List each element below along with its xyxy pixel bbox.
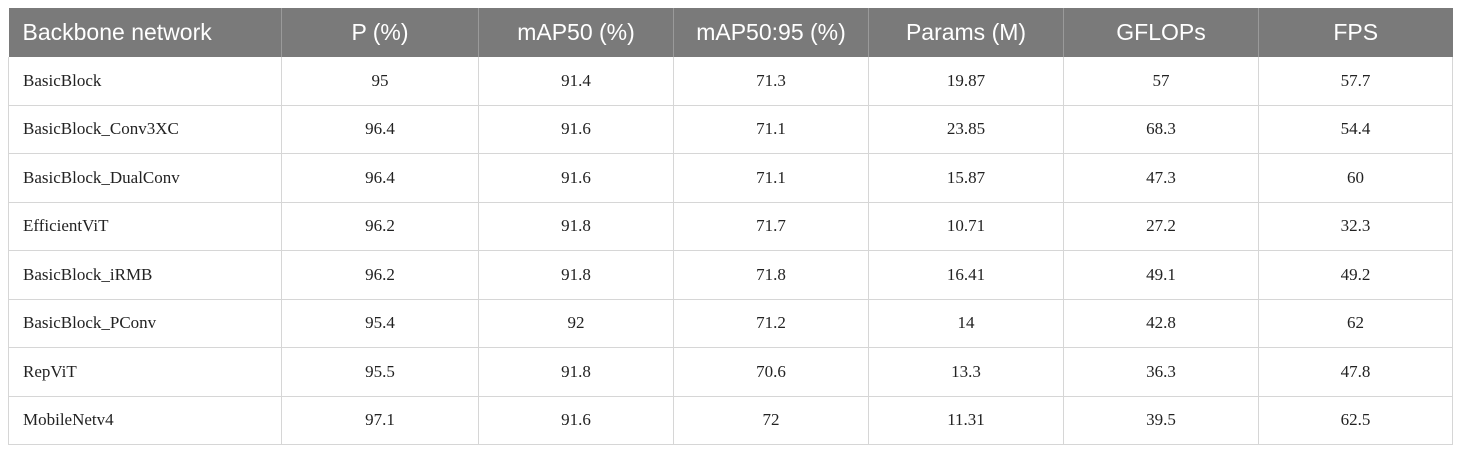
table-row: EfficientViT 96.2 91.8 71.7 10.71 27.2 3… — [8, 202, 1453, 251]
cell-fps: 47.8 — [1258, 347, 1453, 397]
header-backbone-network: Backbone network — [8, 8, 282, 57]
table-row: RepViT 95.5 91.8 70.6 13.3 36.3 47.8 — [8, 347, 1453, 397]
cell-precision: 95.5 — [281, 347, 479, 397]
cell-backbone: EfficientViT — [8, 202, 282, 251]
cell-backbone: BasicBlock_PConv — [8, 299, 282, 348]
cell-fps: 32.3 — [1258, 202, 1453, 251]
header-gflops: GFLOPs — [1063, 8, 1259, 57]
header-params: Params (M) — [868, 8, 1064, 57]
header-map50: mAP50 (%) — [478, 8, 674, 57]
cell-gflops: 47.3 — [1063, 153, 1259, 203]
cell-precision: 97.1 — [281, 396, 479, 445]
cell-map50: 91.8 — [478, 202, 674, 251]
cell-gflops: 42.8 — [1063, 299, 1259, 348]
cell-params: 23.85 — [868, 105, 1064, 154]
cell-fps: 49.2 — [1258, 250, 1453, 300]
table-body: BasicBlock 95 91.4 71.3 19.87 57 57.7 Ba… — [8, 57, 1453, 445]
cell-fps: 57.7 — [1258, 57, 1453, 106]
cell-backbone: BasicBlock — [8, 57, 282, 106]
table-row: BasicBlock_PConv 95.4 92 71.2 14 42.8 62 — [8, 299, 1453, 348]
cell-params: 13.3 — [868, 347, 1064, 397]
cell-gflops: 39.5 — [1063, 396, 1259, 445]
cell-map50-95: 71.2 — [673, 299, 869, 348]
cell-fps: 54.4 — [1258, 105, 1453, 154]
backbone-comparison-table-container: Backbone network P (%) mAP50 (%) mAP50:9… — [8, 8, 1453, 445]
table-row: BasicBlock_DualConv 96.4 91.6 71.1 15.87… — [8, 153, 1453, 203]
header-row: Backbone network P (%) mAP50 (%) mAP50:9… — [8, 8, 1453, 57]
cell-map50-95: 71.1 — [673, 153, 869, 203]
cell-map50: 91.6 — [478, 153, 674, 203]
cell-map50: 91.8 — [478, 250, 674, 300]
table-header: Backbone network P (%) mAP50 (%) mAP50:9… — [8, 8, 1453, 57]
cell-map50-95: 71.7 — [673, 202, 869, 251]
cell-map50: 91.6 — [478, 105, 674, 154]
cell-map50: 91.8 — [478, 347, 674, 397]
header-fps: FPS — [1258, 8, 1453, 57]
cell-gflops: 49.1 — [1063, 250, 1259, 300]
cell-params: 15.87 — [868, 153, 1064, 203]
cell-map50: 91.4 — [478, 57, 674, 106]
cell-gflops: 36.3 — [1063, 347, 1259, 397]
cell-map50: 92 — [478, 299, 674, 348]
cell-params: 16.41 — [868, 250, 1064, 300]
table-row: BasicBlock_iRMB 96.2 91.8 71.8 16.41 49.… — [8, 250, 1453, 300]
cell-precision: 96.2 — [281, 202, 479, 251]
cell-fps: 60 — [1258, 153, 1453, 203]
cell-gflops: 68.3 — [1063, 105, 1259, 154]
cell-params: 10.71 — [868, 202, 1064, 251]
cell-map50-95: 71.3 — [673, 57, 869, 106]
cell-precision: 96.4 — [281, 153, 479, 203]
cell-fps: 62.5 — [1258, 396, 1453, 445]
cell-map50-95: 71.8 — [673, 250, 869, 300]
table-row: MobileNetv4 97.1 91.6 72 11.31 39.5 62.5 — [8, 396, 1453, 445]
backbone-comparison-table: Backbone network P (%) mAP50 (%) mAP50:9… — [8, 8, 1453, 445]
cell-gflops: 57 — [1063, 57, 1259, 106]
header-precision: P (%) — [281, 8, 479, 57]
cell-map50-95: 72 — [673, 396, 869, 445]
cell-precision: 96.2 — [281, 250, 479, 300]
cell-params: 19.87 — [868, 57, 1064, 106]
cell-backbone: BasicBlock_Conv3XC — [8, 105, 282, 154]
cell-params: 11.31 — [868, 396, 1064, 445]
cell-backbone: MobileNetv4 — [8, 396, 282, 445]
cell-fps: 62 — [1258, 299, 1453, 348]
table-row: BasicBlock 95 91.4 71.3 19.87 57 57.7 — [8, 57, 1453, 106]
cell-map50: 91.6 — [478, 396, 674, 445]
cell-backbone: BasicBlock_iRMB — [8, 250, 282, 300]
cell-gflops: 27.2 — [1063, 202, 1259, 251]
cell-map50-95: 71.1 — [673, 105, 869, 154]
cell-map50-95: 70.6 — [673, 347, 869, 397]
cell-precision: 95.4 — [281, 299, 479, 348]
cell-precision: 95 — [281, 57, 479, 106]
cell-backbone: RepViT — [8, 347, 282, 397]
cell-backbone: BasicBlock_DualConv — [8, 153, 282, 203]
cell-params: 14 — [868, 299, 1064, 348]
cell-precision: 96.4 — [281, 105, 479, 154]
table-row: BasicBlock_Conv3XC 96.4 91.6 71.1 23.85 … — [8, 105, 1453, 154]
header-map50-95: mAP50:95 (%) — [673, 8, 869, 57]
